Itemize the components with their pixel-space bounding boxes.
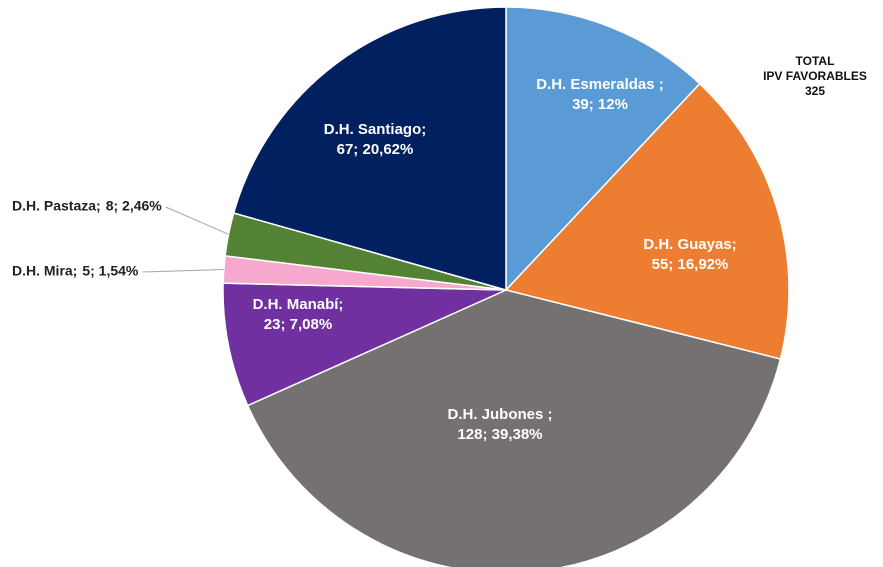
slice-value-label: 39; 12% xyxy=(572,96,628,113)
slice-label: D.H. Santiago; xyxy=(324,121,427,138)
total-label: TOTAL xyxy=(796,54,835,68)
slice-value-label: 8; 2,46% xyxy=(106,198,163,214)
slice-label: D.H. Esmeraldas ; xyxy=(536,76,664,93)
slice-label: D.H. Mira; xyxy=(12,263,77,279)
slice-label: D.H. Guayas; xyxy=(643,236,736,253)
total-value: 325 xyxy=(805,84,825,98)
slice-label: D.H. Manabí; xyxy=(253,296,344,313)
slice-value-label: 23; 7,08% xyxy=(264,316,332,333)
slice-value-label: 5; 1,54% xyxy=(82,263,139,279)
total-label: IPV FAVORABLES xyxy=(763,69,867,83)
slice-value-label: 128; 39,38% xyxy=(457,426,542,443)
slice-value-label: 55; 16,92% xyxy=(652,256,729,273)
slice-label: D.H. Jubones ; xyxy=(447,406,552,423)
slice-label: D.H. Pastaza; xyxy=(12,198,101,214)
chart: D.H. Esmeraldas ; 39; 12% D.H. Guayas; 55; … xyxy=(0,0,883,567)
slice-value-label: 67; 20,62% xyxy=(337,141,414,158)
